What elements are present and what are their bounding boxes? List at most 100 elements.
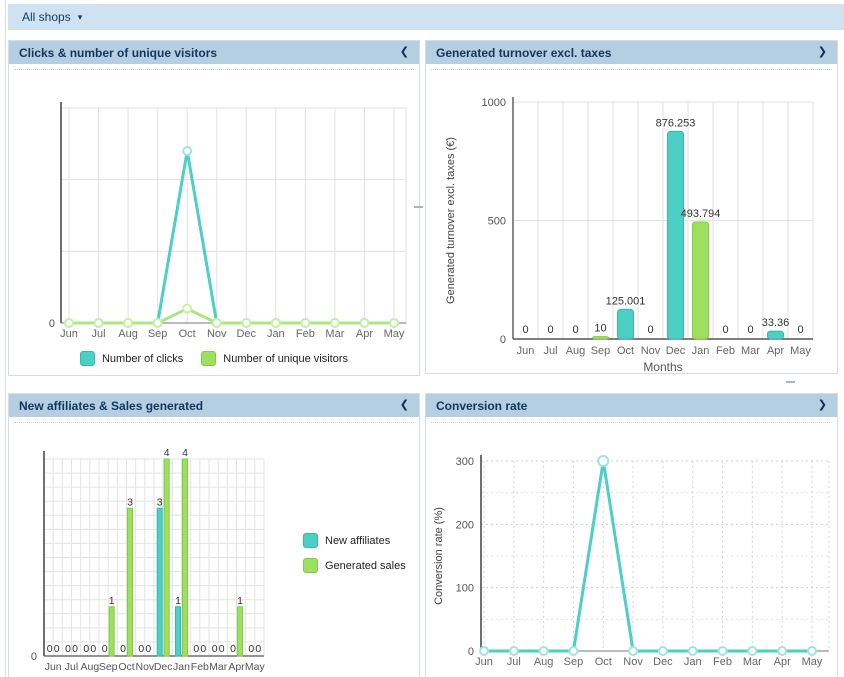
collapse-left-icon[interactable]: ❮ — [399, 399, 409, 411]
svg-text:0: 0 — [248, 643, 254, 655]
svg-text:0: 0 — [47, 643, 53, 655]
svg-text:Feb: Feb — [191, 661, 209, 673]
row-splitter-handle[interactable] — [786, 381, 795, 383]
svg-text:1: 1 — [109, 595, 115, 607]
panel-conversion-body: 0 100 200 300 Jun Jul Aug Sep Oct Nov Dec Jan Feb Mar… — [426, 417, 837, 677]
svg-text:Dec: Dec — [154, 661, 173, 673]
svg-text:Jun: Jun — [517, 345, 535, 357]
svg-text:0: 0 — [522, 324, 528, 336]
panel-title: New affiliates & Sales generated — [19, 398, 204, 413]
svg-text:Mar: Mar — [325, 328, 344, 340]
legend-item: Number of unique visitors — [201, 351, 348, 366]
legend-swatch-visitors — [201, 351, 217, 366]
svg-text:0: 0 — [72, 643, 78, 655]
shop-selector-label: All shops — [22, 10, 71, 24]
svg-text:Aug: Aug — [118, 328, 138, 340]
chevron-down-icon: ▾ — [77, 11, 83, 22]
svg-text:Aug: Aug — [534, 656, 554, 668]
svg-text:125.001: 125.001 — [606, 295, 646, 307]
svg-text:Apr: Apr — [356, 328, 373, 340]
svg-text:May: May — [245, 661, 266, 673]
svg-text:0: 0 — [647, 324, 653, 336]
collapse-left-icon[interactable]: ❮ — [399, 46, 409, 58]
svg-text:Jun: Jun — [45, 661, 62, 673]
panel-affiliates-sales-body: 0 0 0 Jun 0 0 Jul 0 0 Aug 0 1 Sep 0 3 Oct 0 0 Nov 3 4 Dec 1 4 Ja… — [9, 417, 419, 677]
svg-text:0: 0 — [31, 651, 37, 663]
svg-text:0: 0 — [212, 643, 218, 655]
svg-text:Jul: Jul — [65, 661, 78, 673]
svg-text:May: May — [384, 328, 405, 340]
svg-text:0: 0 — [102, 643, 108, 655]
svg-text:Mar: Mar — [741, 345, 760, 357]
shop-selector-dropdown[interactable]: All shops ▾ — [22, 10, 82, 24]
svg-text:500: 500 — [488, 216, 506, 228]
svg-text:Oct: Oct — [179, 328, 196, 340]
svg-text:0: 0 — [83, 643, 89, 655]
svg-text:1: 1 — [237, 595, 243, 607]
svg-text:Apr: Apr — [767, 345, 784, 357]
svg-text:10: 10 — [594, 323, 606, 335]
svg-text:Sep: Sep — [591, 345, 611, 357]
panel-conversion-header: Conversion rate ❯ — [426, 394, 837, 417]
collapse-right-icon[interactable]: ❯ — [817, 399, 827, 411]
svg-text:0: 0 — [500, 334, 506, 346]
svg-text:Aug: Aug — [80, 661, 99, 673]
svg-text:Feb: Feb — [296, 328, 315, 340]
svg-text:0: 0 — [572, 324, 578, 336]
svg-text:Jan: Jan — [692, 345, 710, 357]
panel-title: Generated turnover excl. taxes — [436, 45, 612, 60]
svg-text:33.36: 33.36 — [762, 317, 790, 329]
svg-text:Nov: Nov — [135, 661, 154, 673]
page-left-border — [5, 0, 6, 677]
svg-text:Jul: Jul — [543, 345, 557, 357]
svg-text:0: 0 — [468, 646, 474, 658]
svg-text:Nov: Nov — [641, 345, 661, 357]
column-splitter-handle[interactable] — [414, 206, 423, 208]
legend-swatch-clicks — [79, 351, 95, 366]
svg-text:Oct: Oct — [118, 661, 134, 673]
svg-text:Oct: Oct — [595, 656, 612, 668]
svg-text:0: 0 — [49, 318, 55, 330]
svg-text:1: 1 — [175, 595, 181, 607]
svg-text:493.794: 493.794 — [681, 208, 721, 220]
svg-text:Dec: Dec — [236, 328, 256, 340]
svg-text:Nov: Nov — [623, 656, 643, 668]
legend-label: Number of clicks — [101, 352, 184, 365]
svg-text:0: 0 — [797, 324, 803, 336]
svg-text:200: 200 — [456, 519, 474, 531]
svg-text:Sep: Sep — [99, 661, 118, 673]
legend-item: New affiliates — [303, 533, 406, 548]
svg-text:Oct: Oct — [617, 345, 634, 357]
collapse-right-icon[interactable]: ❯ — [817, 46, 827, 58]
svg-text:May: May — [802, 656, 823, 668]
svg-text:0: 0 — [90, 643, 96, 655]
svg-text:Conversion rate (%): Conversion rate (%) — [433, 507, 445, 605]
panel-clicks-visitors-body: 0 Jun Jul Aug Sep Oct Nov Dec Jan Feb Mar Apr May Nu… — [9, 64, 419, 375]
svg-text:0: 0 — [547, 324, 553, 336]
svg-text:0: 0 — [230, 643, 236, 655]
legend-label: Generated sales — [325, 559, 406, 572]
turnover-chart: 0 500 1000 0 0 0 10 125.001 0 876.253 493.794 0 0 33.… — [445, 97, 814, 374]
panel-clicks-visitors-header: Clicks & number of unique visitors ❮ — [9, 41, 419, 64]
svg-text:3: 3 — [127, 496, 133, 508]
panel-title: Conversion rate — [436, 398, 528, 413]
svg-text:300: 300 — [456, 456, 474, 468]
svg-text:Dec: Dec — [653, 656, 673, 668]
svg-text:Jun: Jun — [60, 328, 78, 340]
panel-turnover-body: 0 500 1000 0 0 0 10 125.001 0 876.253 493.794 0 0 33.… — [426, 64, 837, 374]
panel-turnover: Generated turnover excl. taxes ❯ 0 500 10 0… — [425, 40, 838, 374]
svg-text:Sep: Sep — [148, 328, 168, 340]
legend-item: Number of clicks — [79, 351, 184, 366]
svg-text:0: 0 — [193, 643, 199, 655]
svg-text:Feb: Feb — [713, 656, 732, 668]
svg-text:Jan: Jan — [173, 661, 190, 673]
svg-text:May: May — [790, 345, 811, 357]
svg-text:0: 0 — [747, 324, 753, 336]
panel-affiliates-sales: New affiliates & Sales generated ❮ 0 0 0 Ju… — [8, 393, 420, 677]
svg-text:Jul: Jul — [507, 656, 521, 668]
legend-label: Number of unique visitors — [223, 352, 349, 365]
svg-text:0: 0 — [255, 643, 261, 655]
svg-text:Jul: Jul — [92, 328, 106, 340]
svg-text:Jan: Jan — [684, 656, 702, 668]
svg-text:3: 3 — [157, 496, 163, 508]
